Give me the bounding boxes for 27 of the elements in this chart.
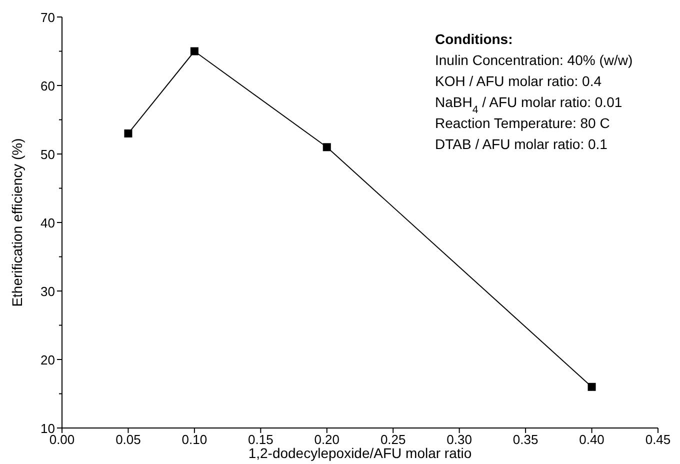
x-tick-label: 0.15 [248,432,274,447]
y-tick-label: 60 [40,78,55,94]
point [190,47,198,56]
annotation: Inulin Concentration: 40% (w/w) [435,52,633,68]
point [322,143,331,152]
point [124,129,132,138]
annotation: DTAB / AFU molar ratio: 0.1 [435,136,608,152]
annotation: Conditions: [435,31,513,47]
x-tick-label: 0.45 [645,432,671,447]
x-tick-label: 0.05 [116,432,141,447]
y-tick-label: 20 [40,352,55,368]
y-tick-label: 50 [40,147,55,162]
y-axis-title: Etherification efficiency (%) [9,138,25,307]
annotation: KOH / AFU molar ratio: 0.4 [435,73,602,89]
x-tick-label: 0.35 [512,432,538,447]
y-tick-label: 70 [40,10,55,25]
point [588,382,596,391]
x-tick-label: 0.30 [446,432,472,447]
x-tick-label: 0.25 [380,432,406,447]
x-tick-label: 0.40 [579,432,604,447]
y-tick-label: 30 [40,284,55,299]
x-axis-title: 1,2-dodecylepoxide/AFU molar ratio [248,445,472,461]
x-tick-label: 0.10 [182,432,208,447]
y-tick-label: 40 [40,216,55,230]
annotation: Reaction Temperature: 80 C [435,115,610,131]
annotation: NaBH$_{4}$ / AFU molar ratio: 0.01 [435,94,622,116]
x-tick-label: 0.20 [314,432,340,447]
